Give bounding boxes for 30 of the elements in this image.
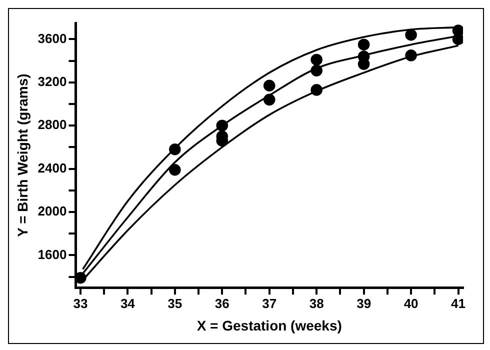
- point: [358, 38, 370, 50]
- x-tick-label: 35: [168, 296, 182, 311]
- point: [310, 54, 322, 66]
- point: [405, 50, 417, 62]
- point: [76, 272, 86, 284]
- point: [310, 64, 322, 76]
- point: [263, 94, 276, 106]
- point: [216, 120, 228, 132]
- x-axis-title: X = Gestation (weeks): [196, 317, 342, 334]
- x-tick-label: 33: [73, 296, 88, 311]
- y-tick-label: 3200: [38, 74, 67, 89]
- y-tick-label: 1600: [38, 246, 67, 262]
- x-tick-label: 38: [309, 296, 324, 311]
- y-axis-title: Y = Birth Weight (grams): [14, 74, 30, 237]
- y-tick-label: 2800: [38, 117, 67, 132]
- x-tick-label: 37: [262, 296, 277, 311]
- x-tick-label: 36: [214, 296, 230, 311]
- point: [169, 164, 181, 176]
- point: [452, 33, 463, 46]
- y-tick-label: 3600: [38, 30, 67, 46]
- x-tick-label: 34: [120, 296, 136, 311]
- point: [310, 84, 322, 96]
- point: [263, 80, 276, 92]
- x-tick-label: 39: [356, 296, 372, 311]
- y-tick-label: 2000: [38, 204, 67, 219]
- point: [169, 143, 181, 156]
- point: [405, 28, 417, 41]
- y-tick-label: 2400: [38, 160, 67, 176]
- x-tick-label: 40: [404, 296, 418, 311]
- x-tick-label: 41: [451, 296, 466, 311]
